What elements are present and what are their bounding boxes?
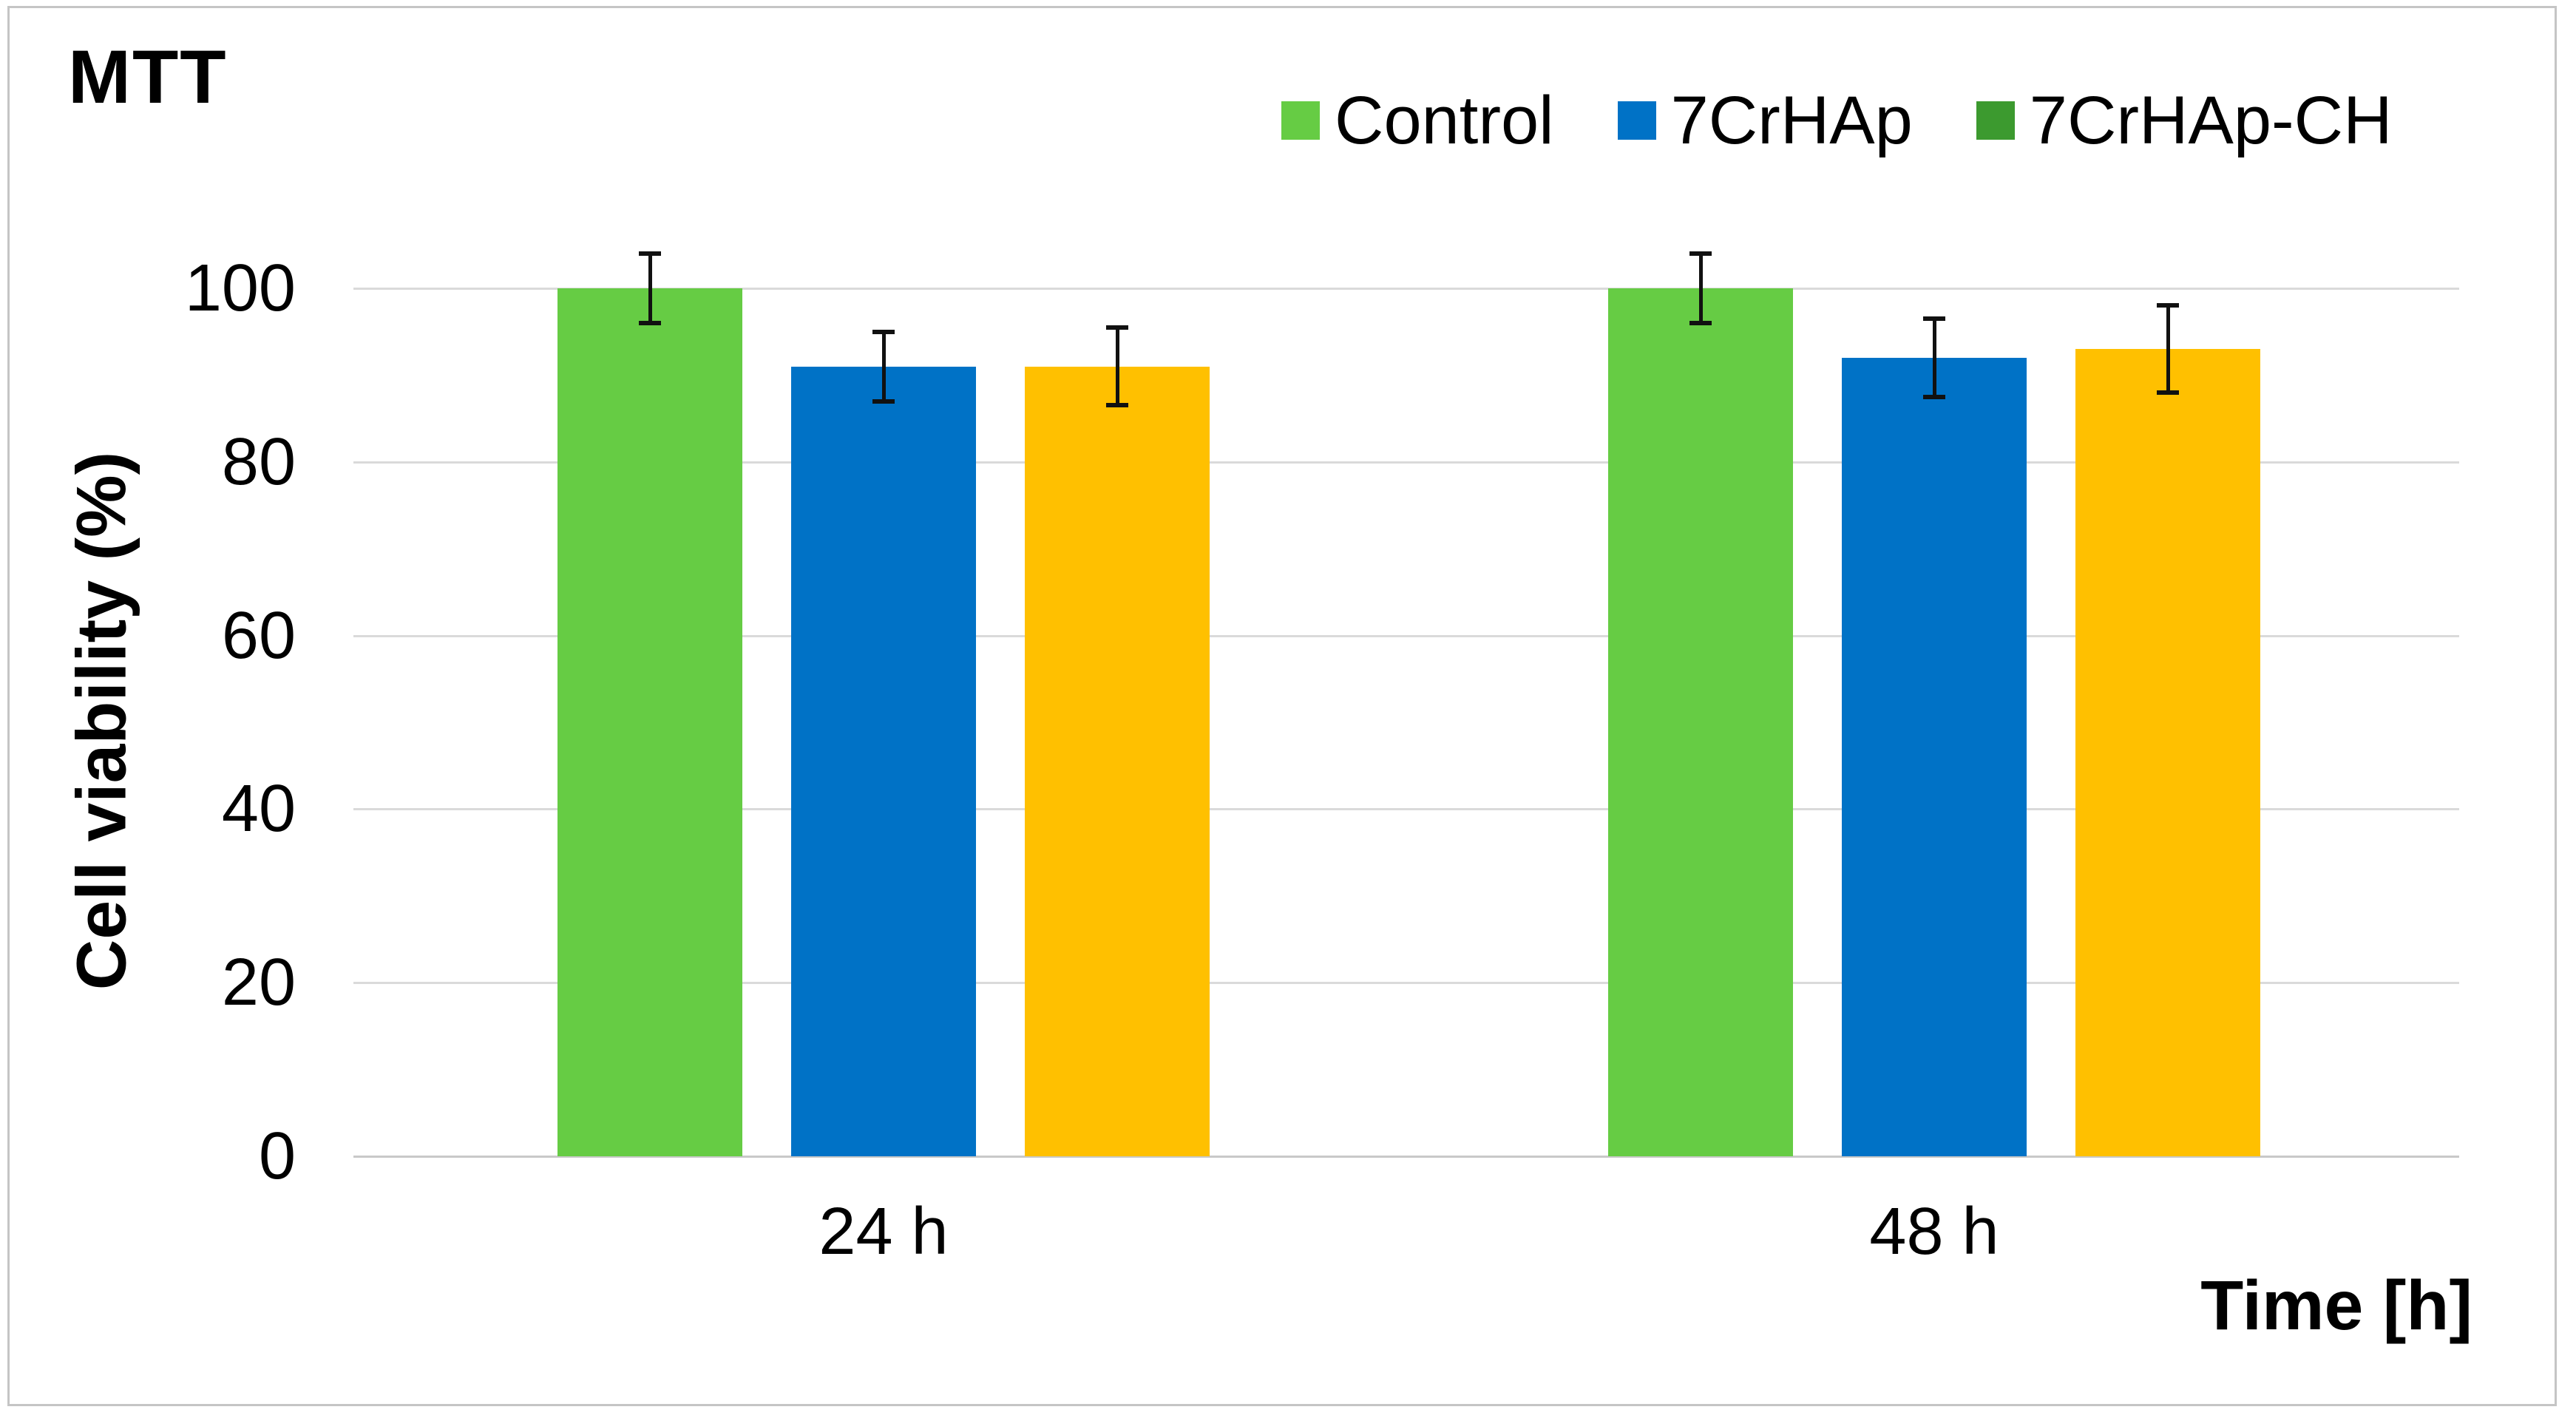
error-bar-control-48-h: [1698, 254, 1703, 323]
chart-title: MTT: [68, 35, 228, 119]
gridline-80: [353, 461, 2459, 464]
gridline-100: [353, 288, 2459, 290]
error-cap-bottom-control-48-h: [1689, 320, 1712, 325]
legend-label-7crhap-ch: 7CrHAp-CH: [2029, 83, 2393, 158]
error-cap-top-7crhap-ch-48-h: [2157, 303, 2179, 308]
legend-swatch-control: [1281, 101, 1320, 140]
bar-7crhap-24-h: [791, 366, 976, 1156]
error-cap-bottom-7crhap-ch-24-h: [1106, 403, 1128, 408]
error-cap-bottom-7crhap-ch-48-h: [2157, 390, 2179, 395]
y-tick-label-20: 20: [221, 946, 296, 1020]
error-cap-bottom-7crhap-48-h: [1923, 394, 1945, 399]
error-cap-bottom-control-24-h: [639, 320, 661, 325]
bar-control-48-h: [1608, 288, 1793, 1156]
y-tick-label-100: 100: [184, 251, 296, 325]
gridline-40: [353, 808, 2459, 811]
bar-7crhap-ch-24-h: [1025, 366, 1210, 1156]
error-cap-top-control-24-h: [639, 251, 661, 257]
error-bar-7crhap-ch-48-h: [2166, 305, 2170, 393]
error-bar-7crhap-24-h: [881, 331, 886, 401]
bar-7crhap-48-h: [1842, 357, 2027, 1156]
y-tick-label-40: 40: [221, 772, 296, 847]
bar-control-24-h: [557, 288, 742, 1156]
error-cap-top-7crhap-48-h: [1923, 316, 1945, 322]
bar-7crhap-ch-48-h: [2075, 349, 2260, 1156]
x-category-label-48h: 48 h: [1869, 1195, 1999, 1269]
y-tick-label-60: 60: [221, 598, 296, 673]
legend-item-7crhap-ch: 7CrHAp-CH: [1976, 86, 2393, 155]
error-bar-7crhap-ch-24-h: [1115, 327, 1119, 406]
legend-swatch-7crhap-ch: [1976, 101, 2015, 140]
error-cap-top-7crhap-ch-24-h: [1106, 325, 1128, 330]
legend-swatch-7crhap: [1617, 101, 1656, 140]
error-bar-control-24-h: [648, 254, 652, 323]
gridline-60: [353, 634, 2459, 637]
x-axis-baseline: [353, 1156, 2459, 1158]
legend: Control 7CrHAp 7CrHAp-CH: [1281, 80, 2393, 161]
y-tick-label-0: 0: [258, 1119, 296, 1193]
legend-item-control: Control: [1281, 86, 1554, 155]
x-axis-title: Time [h]: [2200, 1266, 2472, 1345]
legend-item-7crhap: 7CrHAp: [1617, 83, 1913, 158]
y-axis-title: Cell viability (%): [62, 451, 141, 991]
legend-label-control: Control: [1335, 83, 1554, 158]
error-cap-top-control-48-h: [1689, 251, 1712, 257]
x-category-label-24h: 24 h: [818, 1195, 949, 1269]
legend-label-7crhap: 7CrHAp: [1670, 83, 1913, 158]
y-tick-label-80: 80: [221, 424, 296, 499]
gridline-20: [353, 982, 2459, 985]
error-bar-7crhap-48-h: [1932, 319, 1936, 397]
error-cap-top-7crhap-24-h: [872, 329, 895, 334]
error-cap-bottom-7crhap-24-h: [872, 398, 895, 404]
